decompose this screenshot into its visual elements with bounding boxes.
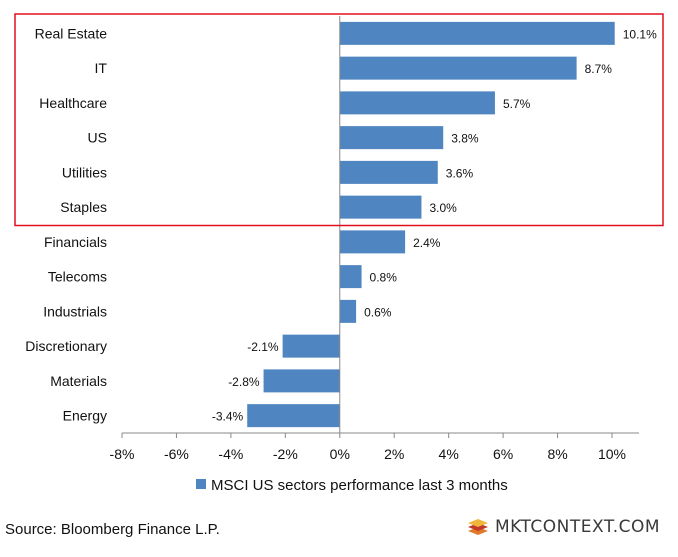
value-label: 3.8% (451, 132, 479, 146)
bar (339, 160, 438, 184)
value-label: 8.7% (585, 62, 613, 76)
value-label: 0.8% (370, 271, 398, 285)
category-label: Staples (60, 199, 107, 215)
bar (339, 265, 362, 289)
bar (339, 91, 495, 115)
bars-layer (247, 21, 615, 428)
value-label: 3.6% (446, 166, 474, 180)
x-tick-label: 0% (330, 446, 350, 462)
legend: MSCI US sectors performance last 3 month… (196, 477, 508, 494)
category-label: Industrials (43, 303, 107, 319)
highlight-layer (14, 13, 664, 227)
legend-swatch (196, 479, 206, 489)
category-label: Healthcare (39, 95, 107, 111)
highlight-box (14, 13, 664, 227)
x-tick-label: 10% (598, 446, 626, 462)
watermark-text: MKTCONTEXT.COM (495, 517, 661, 537)
value-label: -2.8% (228, 375, 260, 389)
x-tick-label: 8% (547, 446, 567, 462)
category-label: Energy (63, 408, 107, 424)
value-label: -2.1% (247, 340, 279, 354)
x-tick-label: -2% (273, 446, 298, 462)
category-label: Utilities (62, 164, 107, 180)
category-label: Real Estate (35, 25, 108, 41)
bar (339, 195, 422, 219)
legend-label: MSCI US sectors performance last 3 month… (211, 477, 508, 494)
value-label: 10.1% (623, 27, 657, 41)
bar (247, 404, 340, 428)
bar (282, 334, 340, 358)
category-label: Discretionary (25, 338, 107, 354)
category-label: US (88, 130, 107, 146)
category-label: Telecoms (48, 269, 107, 285)
value-label: 5.7% (503, 97, 531, 111)
x-tick-label: 2% (384, 446, 404, 462)
value-label: 3.0% (429, 201, 457, 215)
bar (263, 369, 340, 393)
x-tick-label: -8% (110, 446, 135, 462)
stack-of-books-icon (468, 519, 488, 535)
x-tick-label: 6% (493, 446, 513, 462)
category-label: Materials (50, 373, 107, 389)
x-axis: -8% -6% -4% -2% 0% 2% 4% 6% 8% 10% (110, 16, 639, 462)
category-label: Financials (44, 234, 107, 250)
value-label: -3.4% (212, 410, 244, 424)
source-note: Source: Bloomberg Finance L.P. (5, 521, 220, 538)
watermark-logo: MKTCONTEXT.COM (467, 514, 660, 540)
x-tick-label: -4% (218, 446, 243, 462)
labels-layer: Real Estate 10.1% IT 8.7% Healthcare 5.7% US 3.… (25, 25, 657, 423)
bar (339, 21, 615, 45)
bar (339, 126, 444, 150)
value-label: 0.6% (364, 305, 392, 319)
bar (339, 230, 406, 254)
x-tick-label: 4% (439, 446, 459, 462)
category-label: IT (95, 60, 108, 76)
value-label: 2.4% (413, 236, 441, 250)
bar (339, 299, 357, 323)
bar (339, 56, 577, 80)
x-tick-label: -6% (164, 446, 189, 462)
